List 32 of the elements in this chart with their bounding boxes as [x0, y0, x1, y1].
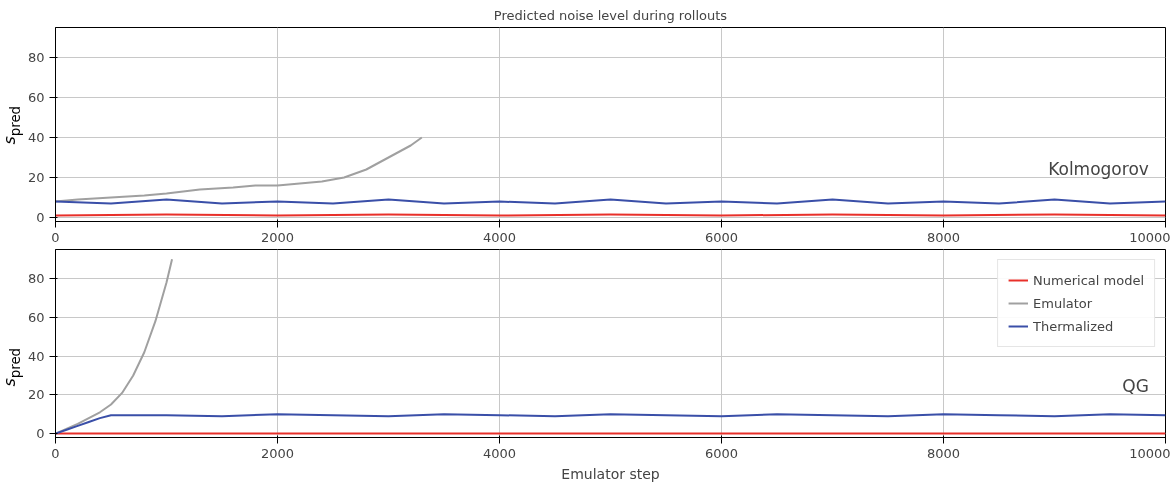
- x-tick-label: 2000: [260, 229, 295, 245]
- y-tick-label: 60: [27, 309, 45, 325]
- annotation: QG: [1122, 376, 1149, 397]
- x-tick-label: 8000: [926, 229, 961, 245]
- legend-label: Emulator: [1033, 295, 1093, 311]
- x-tick-label: 4000: [482, 445, 517, 461]
- y-tick-label: 0: [36, 426, 45, 442]
- x-tick-label: 2000: [260, 445, 295, 461]
- y-tick-label: 80: [27, 271, 45, 287]
- y-tick-label: 20: [27, 170, 45, 185]
- legend-label: Numerical model: [1033, 272, 1144, 288]
- x-tick-label: 0: [51, 445, 60, 461]
- y-tick-label: 40: [27, 130, 45, 145]
- x-tick-label: 6000: [704, 229, 739, 245]
- x-tick-label: 6000: [704, 445, 739, 461]
- line-series: [55, 413, 1166, 435]
- x-tick-label: 0: [51, 229, 60, 245]
- line-series: [55, 258, 174, 435]
- x-tick-label: 4000: [482, 229, 517, 245]
- legend-label: Thermalized: [1033, 318, 1114, 334]
- line-series: [55, 136, 423, 203]
- x-axis-title: Emulator step: [561, 465, 660, 482]
- y-tick-label: 80: [27, 50, 45, 65]
- annotation: Kolmogorov: [1048, 158, 1149, 179]
- x-tick-label: 8000: [926, 445, 961, 461]
- y-tick-label: 60: [27, 90, 45, 105]
- x-tick-label: 10000: [1129, 229, 1171, 245]
- x-tick-label: 10000: [1129, 445, 1171, 461]
- y-tick-label: 40: [27, 348, 45, 364]
- y-tick-label: 0: [36, 210, 45, 225]
- y-tick-label: 20: [27, 387, 45, 403]
- chart-title: Predicted noise level during rollouts: [493, 7, 728, 23]
